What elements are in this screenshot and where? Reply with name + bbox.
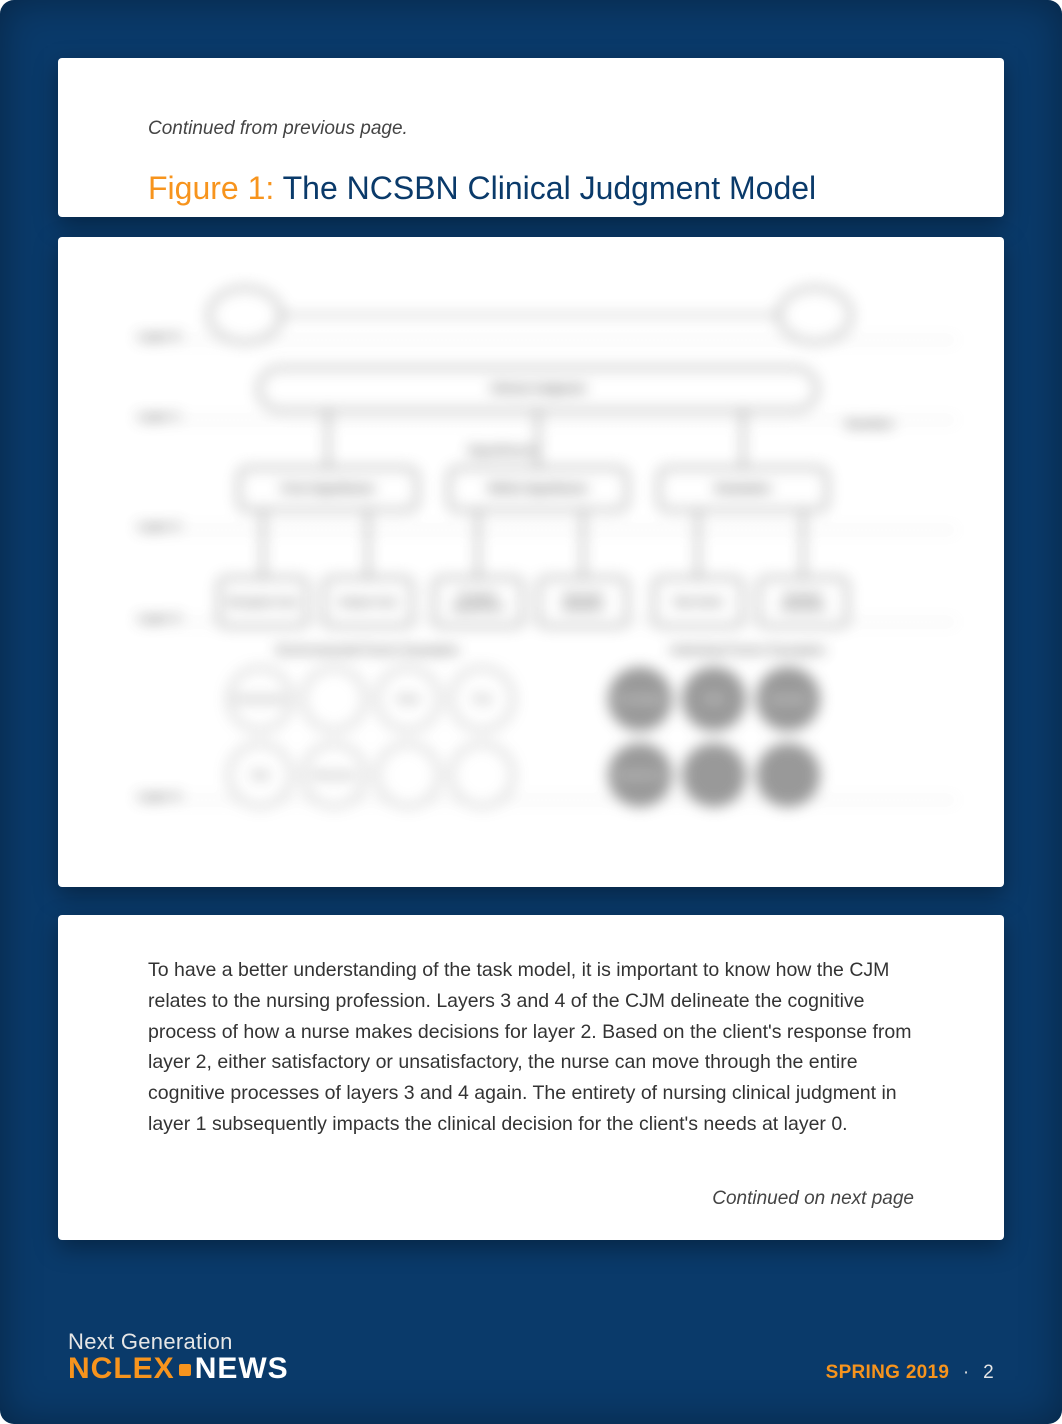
top-connector <box>282 314 778 316</box>
factor-chip: Task <box>228 743 292 807</box>
diagram-card: Layer 0 Layer 1 Layer 2 Layer 3 Layer 4 Clini… <box>58 237 1004 887</box>
factor-chip: Environment <box>228 667 292 731</box>
hyp-to-proc-line <box>802 511 804 577</box>
logo-bullet-icon <box>179 1364 191 1376</box>
factor-chip: Client <box>376 667 440 731</box>
top-oval <box>778 287 852 343</box>
process-box: Analyze Cues <box>323 577 413 627</box>
factor-chip: Time <box>450 667 514 731</box>
logo-top-line: Next Generation <box>68 1330 289 1353</box>
cjm-diagram: Layer 0 Layer 1 Layer 2 Layer 3 Layer 4 Clini… <box>98 267 964 857</box>
figure-label: Figure 1: <box>148 170 274 206</box>
hyp-to-proc-line <box>697 511 699 577</box>
cj-to-hyp-line <box>327 411 329 467</box>
factor-section-title: Environmental Factor Examples <box>248 643 488 657</box>
hyp-to-proc-line <box>262 511 264 577</box>
hypothesis-box: Evaluation <box>658 467 828 511</box>
layer-label: Layer 4 <box>138 789 180 803</box>
factor-chip <box>450 743 514 807</box>
logo-news: NEWS <box>195 1352 289 1385</box>
factor-chip <box>302 667 366 731</box>
process-box: Recognize Cues <box>218 577 308 627</box>
hypothesis-box: Refine Hypotheses <box>448 467 628 511</box>
layer-label: Layer 0 <box>138 329 180 343</box>
footer-separator: · <box>955 1362 978 1383</box>
process-box: Evaluate Outcomes <box>758 577 848 627</box>
cj-to-hyp-line <box>742 411 744 467</box>
factor-section-title: Individual Factor Examples <box>628 643 868 657</box>
top-oval <box>208 287 282 343</box>
page-number: 2 <box>983 1362 994 1383</box>
page: Continued from previous page. Figure 1: … <box>0 0 1062 1424</box>
clinical-judgment-box: Clinical Judgment <box>258 367 818 411</box>
factor-chip: Specialty <box>756 667 820 731</box>
continued-from-previous: Continued from previous page. <box>148 118 914 140</box>
process-box: Generate Solutions <box>538 577 628 627</box>
footer-right: SPRING 2019 · 2 <box>826 1362 994 1384</box>
factor-chip: Resources <box>302 743 366 807</box>
factor-chip <box>756 743 820 807</box>
iteration-label: Iteration <box>846 417 893 431</box>
header-card: Continued from previous page. Figure 1: … <box>58 58 1004 217</box>
hyp-to-proc-line <box>582 511 584 577</box>
page-footer: Next Generation NCLEX NEWS SPRING 2019 · … <box>58 1260 1004 1395</box>
layer-divider <box>138 529 954 531</box>
body-paragraph: To have a better understanding of the ta… <box>148 955 914 1140</box>
factor-chip: Experience <box>608 743 672 807</box>
layer-label: Layer 2 <box>138 519 180 533</box>
hyp-to-proc-line <box>367 511 369 577</box>
figure-title: Figure 1: The NCSBN Clinical Judgment Mo… <box>148 170 914 207</box>
factor-chip <box>682 743 746 807</box>
logo: Next Generation NCLEX NEWS <box>68 1330 289 1385</box>
layer-divider <box>138 419 954 421</box>
layer-label: Layer 3 <box>138 611 180 625</box>
hyp-to-proc-line <box>477 511 479 577</box>
issue-label: SPRING 2019 <box>826 1362 950 1383</box>
factor-chip: Skills <box>682 667 746 731</box>
layer-label: Layer 1 <box>138 409 180 423</box>
process-box: Take Action <box>653 577 743 627</box>
logo-bottom-line: NCLEX NEWS <box>68 1353 289 1385</box>
body-card: To have a better understanding of the ta… <box>58 915 1004 1240</box>
hypotheses-super-label: Hypotheses <box>468 443 536 457</box>
continued-on-next: Continued on next page <box>148 1188 914 1210</box>
hypothesis-box: Form Hypotheses <box>238 467 418 511</box>
factor-chip <box>376 743 440 807</box>
factor-chip: Knowledge <box>608 667 672 731</box>
process-box: Prioritize Hypotheses <box>433 577 523 627</box>
cj-to-hyp-line <box>537 411 539 467</box>
logo-nclex: NCLEX <box>68 1352 175 1385</box>
figure-title-text: The NCSBN Clinical Judgment Model <box>283 170 817 206</box>
